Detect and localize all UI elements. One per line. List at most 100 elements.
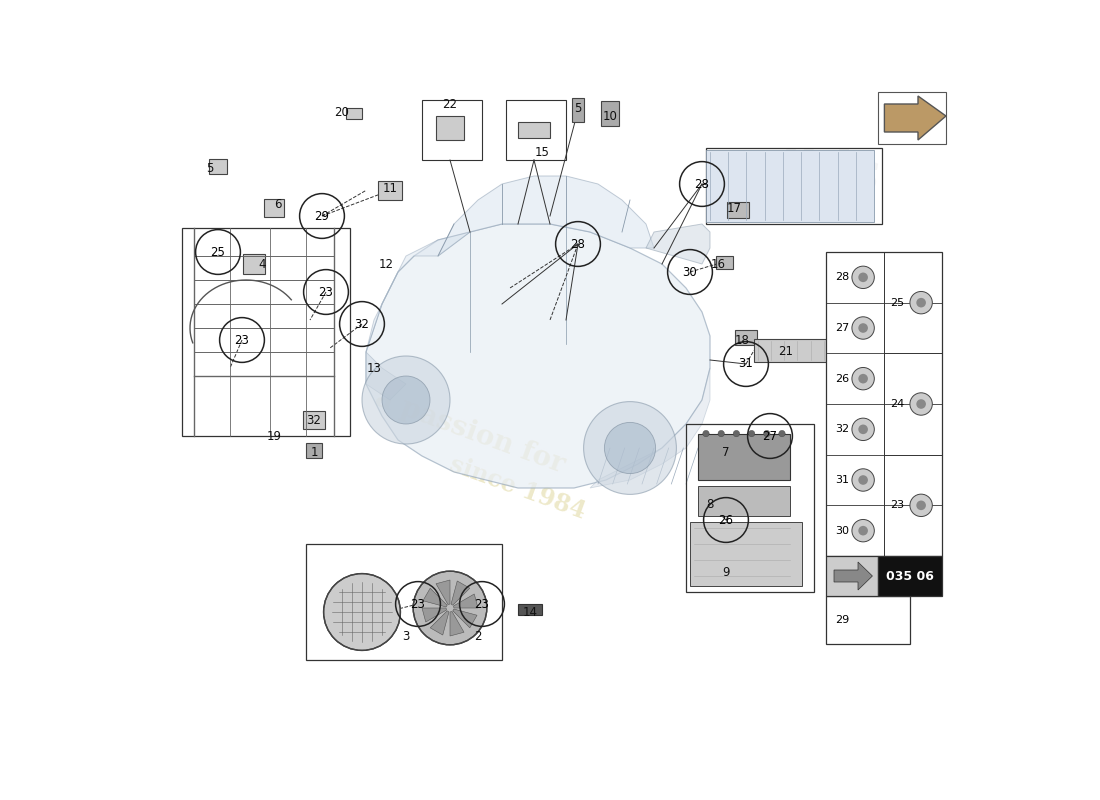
FancyBboxPatch shape [706,150,875,222]
Circle shape [763,430,770,437]
FancyBboxPatch shape [826,252,942,556]
Text: 27: 27 [836,323,850,333]
Text: 28: 28 [571,238,585,250]
Polygon shape [450,611,464,636]
Circle shape [916,399,926,409]
Circle shape [362,356,450,444]
Text: 035 06: 035 06 [886,570,934,582]
Text: 21: 21 [779,346,793,358]
FancyBboxPatch shape [346,108,362,119]
Circle shape [584,402,676,494]
Text: 22: 22 [442,98,458,110]
Text: 32: 32 [836,424,849,434]
Polygon shape [366,224,710,488]
Text: 23: 23 [234,334,250,346]
Text: 26: 26 [836,374,849,384]
Text: 23: 23 [890,500,904,510]
Circle shape [703,430,710,437]
Circle shape [734,430,739,437]
Text: 24: 24 [890,399,904,409]
Text: 6: 6 [274,198,282,210]
FancyBboxPatch shape [698,434,790,480]
Polygon shape [451,581,470,605]
Polygon shape [834,562,872,590]
FancyBboxPatch shape [735,330,757,345]
Text: 29: 29 [315,210,330,222]
Text: 14: 14 [522,606,538,618]
Polygon shape [884,96,946,140]
FancyBboxPatch shape [727,202,749,218]
Circle shape [858,425,868,434]
Polygon shape [453,609,477,628]
Circle shape [382,376,430,424]
Text: 31: 31 [738,358,754,370]
Circle shape [851,519,874,542]
Text: 4: 4 [258,258,266,270]
Text: 15: 15 [535,146,549,158]
FancyBboxPatch shape [690,522,802,586]
FancyBboxPatch shape [436,116,464,140]
Circle shape [910,291,933,314]
Text: 25: 25 [890,298,904,308]
Text: 30: 30 [683,266,697,278]
Circle shape [916,501,926,510]
Circle shape [851,367,874,390]
Polygon shape [424,588,448,607]
Text: 3: 3 [403,630,409,642]
Polygon shape [366,352,406,400]
FancyBboxPatch shape [754,339,858,362]
Circle shape [858,323,868,333]
Circle shape [323,574,400,650]
Circle shape [910,494,933,517]
FancyBboxPatch shape [826,556,878,596]
Circle shape [858,526,868,535]
Text: 31: 31 [836,475,849,485]
FancyBboxPatch shape [378,181,402,200]
Text: 23: 23 [410,598,426,610]
Text: 2: 2 [474,630,482,642]
Circle shape [851,469,874,491]
Text: 7: 7 [723,446,729,458]
Circle shape [910,393,933,415]
Text: 8: 8 [706,498,714,510]
FancyBboxPatch shape [826,596,910,644]
Circle shape [414,571,487,645]
Text: a passion for: a passion for [371,385,569,479]
FancyBboxPatch shape [868,607,888,633]
Text: 5: 5 [207,162,213,174]
Polygon shape [436,580,450,605]
Text: 19: 19 [266,430,282,442]
Text: 30: 30 [836,526,849,536]
Text: 13: 13 [366,362,382,374]
FancyBboxPatch shape [698,486,790,516]
Text: 27: 27 [762,430,778,442]
Text: 23: 23 [474,598,490,610]
FancyBboxPatch shape [572,98,584,122]
Text: 10: 10 [603,110,617,122]
Text: 17: 17 [726,202,741,214]
Polygon shape [590,368,710,488]
Text: 9: 9 [723,566,729,578]
Text: edbls: edbls [730,149,881,203]
Circle shape [779,430,785,437]
FancyBboxPatch shape [306,443,322,458]
FancyBboxPatch shape [209,159,227,174]
Text: 5: 5 [574,102,582,114]
Polygon shape [422,608,447,622]
FancyBboxPatch shape [518,122,550,138]
Text: 11: 11 [383,182,397,194]
Text: 26: 26 [718,514,734,526]
Polygon shape [453,594,478,608]
FancyBboxPatch shape [302,411,326,429]
Text: 25: 25 [210,246,225,258]
Text: 32: 32 [307,414,321,426]
Text: 1: 1 [310,446,318,458]
Circle shape [718,430,725,437]
Circle shape [916,298,926,307]
Circle shape [604,422,656,474]
FancyBboxPatch shape [878,556,942,596]
Text: 28: 28 [694,178,710,190]
Circle shape [851,418,874,441]
Circle shape [748,430,755,437]
Circle shape [851,317,874,339]
